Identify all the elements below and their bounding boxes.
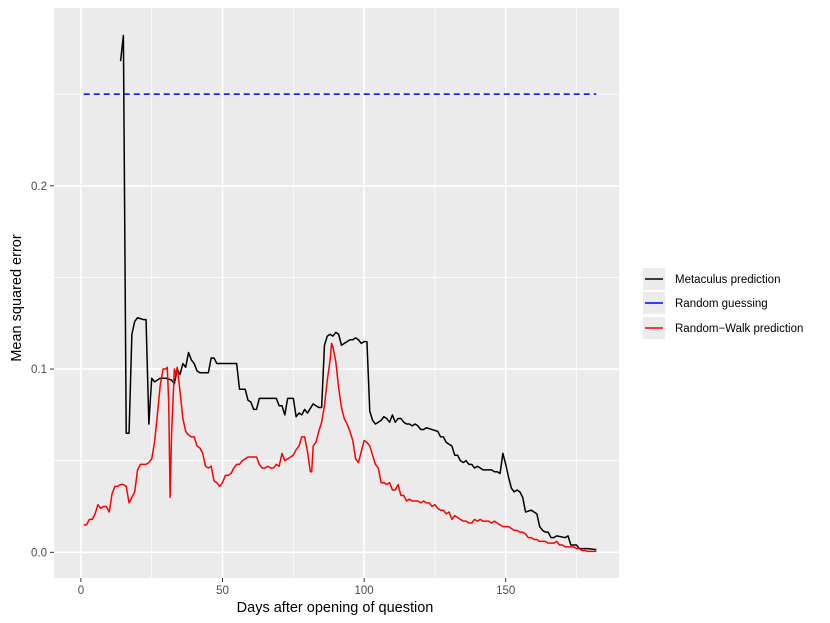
y-tick-label: 0.0: [31, 547, 47, 559]
legend: Metaculus prediction Random guessing Rando…: [641, 265, 821, 341]
y-axis-title: Mean squared error: [9, 234, 25, 362]
x-tick-label: 50: [216, 585, 229, 597]
legend-label: Random−Walk prediction: [675, 323, 803, 335]
legend-background: [641, 265, 821, 341]
plot-panel: [54, 8, 619, 578]
grid-major: [54, 8, 619, 578]
x-tick-label: 150: [496, 585, 515, 597]
series-lines: [83, 34, 597, 553]
y-tick-label: 0.2: [31, 181, 47, 193]
legend-label: Random guessing: [675, 298, 768, 310]
series-line-2: [83, 342, 597, 553]
y-tick-label: 0.1: [31, 364, 47, 376]
x-axis: 0 50 100 150: [78, 578, 515, 597]
series-line-0: [119, 34, 597, 551]
legend-label: Metaculus prediction: [675, 274, 780, 286]
x-tick-label: 100: [355, 585, 374, 597]
y-axis: 0.0 0.1 0.2: [31, 181, 54, 559]
x-axis-title: Days after opening of question: [237, 600, 434, 616]
x-tick-label: 0: [78, 585, 84, 597]
